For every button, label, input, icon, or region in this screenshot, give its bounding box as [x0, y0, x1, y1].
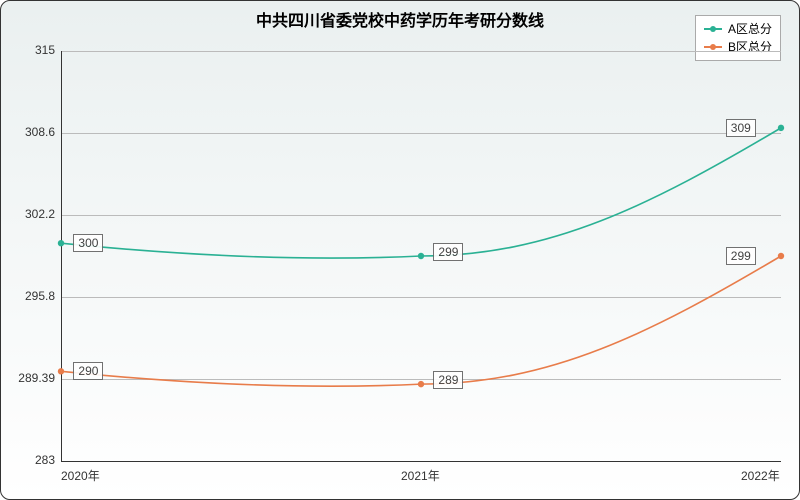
bottom-axis: [61, 461, 781, 462]
legend-swatch-b: [704, 46, 722, 48]
y-tick-label: 283: [5, 453, 55, 467]
y-tick-label: 289.39: [5, 371, 55, 385]
data-label: 299: [433, 243, 463, 261]
y-tick-label: 295.8: [5, 289, 55, 303]
data-label: 299: [726, 247, 756, 265]
legend-swatch-a: [704, 28, 722, 30]
y-tick-label: 308.6: [5, 125, 55, 139]
x-tick-label: 2022年: [741, 467, 780, 484]
y-tick-label: 302.2: [5, 207, 55, 221]
plot-area: 283289.39295.8302.2308.63152020年2021年202…: [61, 51, 781, 461]
data-label: 290: [73, 362, 103, 380]
data-point: [418, 381, 424, 387]
x-tick-label: 2020年: [61, 467, 100, 484]
legend-item-a: A区总分: [704, 20, 772, 38]
data-label: 300: [73, 234, 103, 252]
data-point: [418, 253, 424, 259]
data-point: [58, 368, 64, 374]
data-label: 309: [726, 119, 756, 137]
chart-title: 中共四川省委党校中药学历年考研分数线: [11, 7, 789, 31]
data-point: [58, 240, 64, 246]
data-label: 289: [433, 371, 463, 389]
chart-container: 中共四川省委党校中药学历年考研分数线 A区总分 B区总分 283289.3929…: [0, 0, 800, 500]
series-line: [61, 128, 781, 258]
legend-label-a: A区总分: [728, 20, 772, 38]
series-line: [61, 256, 781, 386]
data-point: [778, 125, 784, 131]
x-tick-label: 2021年: [401, 467, 440, 484]
y-tick-label: 315: [5, 43, 55, 57]
series-svg: [61, 51, 781, 461]
data-point: [778, 253, 784, 259]
